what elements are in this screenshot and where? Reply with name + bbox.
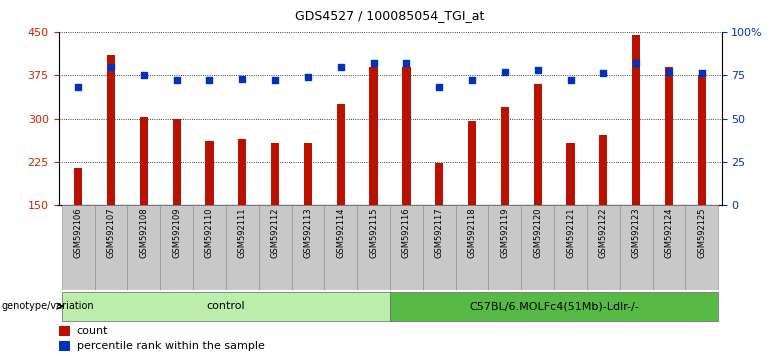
Bar	[456, 205, 488, 290]
Bar	[107, 55, 115, 205]
Text: GSM592108: GSM592108	[140, 207, 148, 258]
Bar	[205, 141, 214, 205]
Text: GSM592121: GSM592121	[566, 207, 575, 257]
Bar	[127, 205, 160, 290]
Bar	[58, 326, 70, 336]
Text: GSM592110: GSM592110	[205, 207, 214, 257]
Text: GSM592109: GSM592109	[172, 207, 181, 257]
Bar	[259, 205, 292, 290]
Bar	[304, 143, 312, 205]
Text: GSM592124: GSM592124	[665, 207, 673, 257]
Bar	[160, 205, 193, 290]
Point	[236, 76, 249, 81]
Bar	[292, 205, 324, 290]
Point	[564, 78, 576, 83]
Text: GSM592112: GSM592112	[271, 207, 279, 257]
Bar	[599, 135, 608, 205]
Bar	[94, 205, 127, 290]
Bar	[521, 205, 554, 290]
Bar	[620, 205, 653, 290]
Point	[466, 78, 478, 83]
Bar	[370, 67, 378, 205]
Text: GSM592123: GSM592123	[632, 207, 640, 258]
Point	[105, 64, 117, 69]
Bar	[402, 67, 410, 205]
Bar	[501, 107, 509, 205]
Bar	[238, 139, 246, 205]
Text: C57BL/6.MOLFc4(51Mb)-Ldlr-/-: C57BL/6.MOLFc4(51Mb)-Ldlr-/-	[470, 301, 639, 311]
Point	[137, 73, 150, 78]
Bar	[74, 168, 83, 205]
Text: GSM592107: GSM592107	[107, 207, 115, 258]
Bar	[193, 205, 226, 290]
Text: count: count	[76, 326, 108, 336]
Point	[335, 64, 347, 69]
Text: GSM592106: GSM592106	[73, 207, 83, 258]
Text: GSM592113: GSM592113	[303, 207, 313, 258]
Bar	[390, 292, 718, 321]
Bar	[435, 163, 443, 205]
Point	[72, 85, 84, 90]
Text: GSM592119: GSM592119	[501, 207, 509, 257]
Point	[531, 67, 544, 73]
Bar	[62, 205, 94, 290]
Bar	[62, 292, 390, 321]
Bar	[357, 205, 390, 290]
Bar	[324, 205, 357, 290]
Bar	[686, 205, 718, 290]
Bar	[697, 75, 706, 205]
Text: GSM592114: GSM592114	[336, 207, 346, 257]
Text: genotype/variation: genotype/variation	[2, 301, 94, 311]
Text: GSM592118: GSM592118	[467, 207, 477, 258]
Bar	[665, 67, 673, 205]
Bar	[554, 205, 587, 290]
Text: GDS4527 / 100085054_TGI_at: GDS4527 / 100085054_TGI_at	[296, 9, 484, 22]
Bar	[566, 143, 575, 205]
Point	[170, 78, 183, 83]
Bar	[390, 205, 423, 290]
Bar	[653, 205, 686, 290]
Bar	[271, 143, 279, 205]
Text: percentile rank within the sample: percentile rank within the sample	[76, 341, 264, 351]
Bar	[226, 205, 259, 290]
Text: GSM592116: GSM592116	[402, 207, 411, 258]
Text: GSM592122: GSM592122	[599, 207, 608, 257]
Point	[663, 69, 675, 75]
Point	[630, 60, 643, 66]
Point	[597, 71, 610, 76]
Point	[400, 60, 413, 66]
Point	[302, 74, 314, 80]
Point	[696, 71, 708, 76]
Point	[433, 85, 445, 90]
Bar	[534, 84, 542, 205]
Point	[367, 60, 380, 66]
Bar	[172, 119, 181, 205]
Point	[269, 78, 282, 83]
Text: GSM592117: GSM592117	[434, 207, 444, 258]
Text: GSM592120: GSM592120	[534, 207, 542, 257]
Bar	[337, 104, 345, 205]
Text: GSM592125: GSM592125	[697, 207, 707, 257]
Bar	[468, 121, 476, 205]
Bar	[140, 117, 148, 205]
Bar	[632, 35, 640, 205]
Text: GSM592115: GSM592115	[369, 207, 378, 257]
Bar	[58, 341, 70, 351]
Point	[498, 69, 511, 75]
Text: GSM592111: GSM592111	[238, 207, 246, 257]
Bar	[423, 205, 456, 290]
Bar	[587, 205, 620, 290]
Text: control: control	[207, 301, 245, 311]
Point	[204, 78, 216, 83]
Bar	[488, 205, 521, 290]
